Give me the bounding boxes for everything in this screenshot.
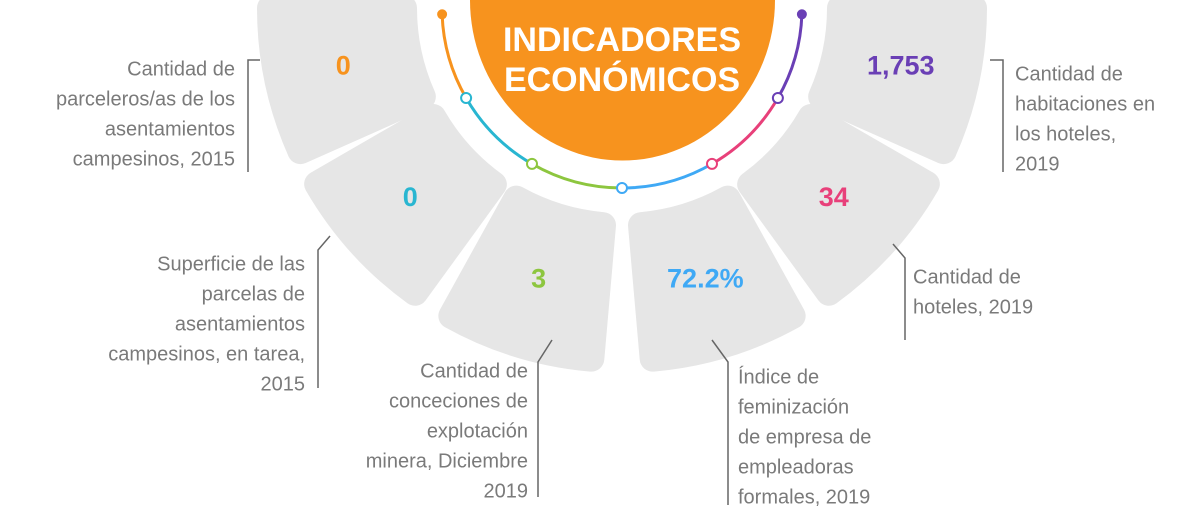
- indicator-label: campesinos, 2015: [73, 148, 235, 170]
- arc-segment: [776, 14, 804, 99]
- indicator-label: campesinos, en tarea,: [108, 343, 305, 365]
- indicator-value: 72.2%: [667, 264, 744, 294]
- indicator-value: 0: [403, 182, 418, 212]
- tile: [628, 185, 806, 372]
- label-bracket: [990, 59, 1004, 172]
- label-bracket: [711, 339, 729, 505]
- title-line: ECONÓMICOS: [504, 61, 740, 99]
- indicator-label: 2019: [1015, 153, 1060, 175]
- indicator-value: 34: [819, 182, 849, 212]
- indicator-label: conceciones de: [389, 390, 528, 412]
- tile: [304, 104, 507, 306]
- indicator-label: parcelas de: [202, 283, 305, 305]
- indicator-value: 3: [531, 264, 546, 294]
- arc-node: [796, 9, 807, 20]
- arc-segment: [464, 97, 533, 166]
- indicator-label: parceleros/as de los: [56, 88, 235, 110]
- indicator-label: los hoteles,: [1015, 123, 1116, 145]
- indicator-label: asentamientos: [105, 118, 235, 140]
- arc-node: [706, 157, 718, 170]
- tile: [808, 0, 987, 165]
- indicator-label: empleadoras: [738, 456, 854, 478]
- indicator-label: asentamientos: [175, 313, 305, 335]
- label-bracket: [317, 235, 331, 388]
- indicator-value: 0: [336, 50, 351, 80]
- arc-node: [771, 92, 784, 104]
- arc-segment: [531, 162, 623, 190]
- indicator-value: 1,753: [867, 50, 935, 80]
- indicator-label: feminización: [738, 396, 849, 418]
- indicator-label: hoteles, 2019: [913, 296, 1033, 318]
- indicator-label: Índice de: [738, 365, 819, 388]
- indicator-label: habitaciones en: [1015, 93, 1155, 115]
- tile: [438, 185, 616, 372]
- indicator-label: de empresa de: [738, 426, 871, 448]
- indicator-label: formales, 2019: [738, 486, 870, 508]
- label-bracket: [247, 59, 260, 172]
- indicator-label: Cantidad de: [127, 58, 235, 80]
- indicator-label: 2019: [484, 480, 529, 502]
- label-bracket: [892, 243, 906, 340]
- indicator-label: explotación: [427, 420, 528, 442]
- arc-segment: [711, 97, 780, 166]
- label-bracket: [537, 339, 553, 497]
- arc-node: [460, 92, 473, 104]
- indicator-label: Cantidad de: [420, 360, 528, 382]
- tile: [257, 0, 436, 165]
- title-line: INDICADORES: [503, 21, 741, 59]
- arc-node: [437, 9, 448, 20]
- arc-node: [616, 182, 628, 194]
- indicator-label: Superficie de las: [157, 253, 305, 275]
- title-badge: [470, 0, 775, 161]
- arc-segment: [621, 162, 713, 190]
- arc-node: [526, 157, 538, 170]
- indicator-label: 2015: [261, 373, 306, 395]
- indicator-label: Cantidad de: [913, 266, 1021, 288]
- indicator-label: minera, Diciembre: [366, 450, 528, 472]
- arc-segment: [440, 14, 468, 99]
- tile: [737, 104, 940, 306]
- indicator-label: Cantidad de: [1015, 63, 1123, 85]
